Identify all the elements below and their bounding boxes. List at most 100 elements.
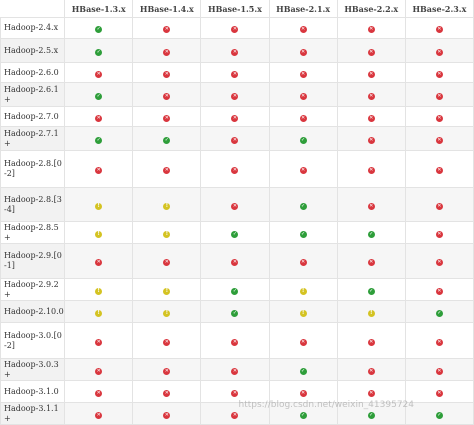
x-circle-icon: ✕ xyxy=(95,367,103,375)
status-cell: ✕ xyxy=(336,126,406,151)
x-circle-icon: ✕ xyxy=(367,259,375,266)
status-cell: ✕ xyxy=(404,62,474,83)
x-circle-icon: ✕ xyxy=(163,338,171,346)
status-cell: ✕ xyxy=(200,358,270,381)
x-circle-icon: ✕ xyxy=(231,389,239,397)
x-circle-icon: ✕ xyxy=(163,259,171,266)
status-cell: ✕ xyxy=(64,402,134,425)
table-row: Hadoop-2.8.[0-2] ✕ ✕ ✕ ✕ ✕ ✕ xyxy=(0,150,474,188)
table-row: Hadoop-2.10.0!! ✓!! ✓ xyxy=(0,300,474,323)
status-cell: ✕ xyxy=(64,358,134,381)
status-cell: ✕ xyxy=(404,278,474,301)
status-cell: ✕ xyxy=(132,322,202,359)
status-cell: ✓ xyxy=(268,126,338,151)
status-cell: ✕ xyxy=(404,243,474,279)
status-cell: ✕ xyxy=(200,322,270,359)
x-circle-icon: ✕ xyxy=(367,367,375,375)
status-cell: ✕ xyxy=(200,38,270,63)
x-circle-icon: ✕ xyxy=(435,48,443,56)
status-cell: ✕ xyxy=(336,322,406,359)
table-row: Hadoop-2.9.[0-1] ✕ ✕ ✕ ✕ ✕ ✕ xyxy=(0,243,474,279)
status-cell: ✕ xyxy=(200,187,270,222)
status-cell: ✕ xyxy=(64,322,134,359)
check-circle-icon: ✓ xyxy=(95,92,103,100)
x-circle-icon: ✕ xyxy=(231,48,239,56)
status-cell: ✕ xyxy=(200,243,270,279)
table-row: Hadoop-2.6.1+ ✓ ✕ ✕ ✕ ✕ ✕ xyxy=(0,82,474,107)
check-circle-icon: ✓ xyxy=(231,309,239,317)
x-circle-icon: ✕ xyxy=(231,167,239,174)
row-label: Hadoop-2.7.0 xyxy=(0,106,66,127)
check-circle-icon: ✓ xyxy=(299,202,307,210)
x-circle-icon: ✕ xyxy=(367,48,375,56)
row-label: Hadoop-2.8.[3-4] xyxy=(0,187,66,222)
status-cell: ! xyxy=(132,221,202,244)
exclamation-circle-icon: ! xyxy=(299,309,307,317)
x-circle-icon: ✕ xyxy=(299,26,307,33)
x-circle-icon: ✕ xyxy=(435,259,443,266)
x-circle-icon: ✕ xyxy=(299,48,307,56)
table-row: Hadoop-2.7.0 ✕ ✕ ✕ ✕ ✕ ✕ xyxy=(0,106,474,127)
x-circle-icon: ✕ xyxy=(299,167,307,174)
x-circle-icon: ✕ xyxy=(163,167,171,174)
table-row: Hadoop-2.8.5+!! ✓ ✓ ✓ ✕ xyxy=(0,221,474,244)
x-circle-icon: ✕ xyxy=(231,259,239,266)
status-cell: ✕ xyxy=(268,62,338,83)
status-cell: ✓ xyxy=(200,300,270,323)
table-row: Hadoop-3.1.0 ✕ ✕ ✕ ✕ ✕ ✕ xyxy=(0,380,474,403)
status-cell: ✕ xyxy=(404,358,474,381)
status-cell: ✕ xyxy=(132,380,202,403)
status-cell: ✓ xyxy=(336,221,406,244)
status-cell: ✕ xyxy=(200,150,270,188)
x-circle-icon: ✕ xyxy=(435,167,443,174)
status-cell: ✕ xyxy=(132,62,202,83)
x-circle-icon: ✕ xyxy=(367,136,375,144)
status-cell: ! xyxy=(64,221,134,244)
status-cell: ✕ xyxy=(132,243,202,279)
status-cell: ✕ xyxy=(64,106,134,127)
row-label: Hadoop-3.0.[0-2] xyxy=(0,322,66,359)
status-cell: ! xyxy=(132,300,202,323)
status-cell: ✕ xyxy=(200,106,270,127)
x-circle-icon: ✕ xyxy=(367,202,375,210)
status-cell: ✕ xyxy=(404,106,474,127)
status-cell: ✕ xyxy=(132,106,202,127)
x-circle-icon: ✕ xyxy=(367,167,375,174)
exclamation-circle-icon: ! xyxy=(95,287,103,295)
exclamation-circle-icon: ! xyxy=(299,287,307,295)
x-circle-icon: ✕ xyxy=(95,114,103,122)
x-circle-icon: ✕ xyxy=(95,259,103,266)
x-circle-icon: ✕ xyxy=(95,70,103,78)
x-circle-icon: ✕ xyxy=(435,338,443,346)
x-circle-icon: ✕ xyxy=(231,26,239,33)
check-circle-icon: ✓ xyxy=(367,287,375,295)
x-circle-icon: ✕ xyxy=(95,167,103,174)
exclamation-circle-icon: ! xyxy=(163,202,171,210)
status-cell: ✕ xyxy=(200,82,270,107)
x-circle-icon: ✕ xyxy=(299,338,307,346)
x-circle-icon: ✕ xyxy=(163,48,171,56)
status-cell: ✕ xyxy=(200,62,270,83)
check-circle-icon: ✓ xyxy=(95,136,103,144)
status-cell: ✕ xyxy=(336,82,406,107)
x-circle-icon: ✕ xyxy=(299,259,307,266)
x-circle-icon: ✕ xyxy=(435,70,443,78)
x-circle-icon: ✕ xyxy=(367,114,375,122)
status-cell: ✓ xyxy=(64,38,134,63)
status-cell: ✕ xyxy=(268,243,338,279)
x-circle-icon: ✕ xyxy=(299,70,307,78)
status-cell: ✕ xyxy=(336,187,406,222)
status-cell: ✕ xyxy=(132,38,202,63)
status-cell: ✕ xyxy=(64,150,134,188)
column-header: HBase-1.4.x xyxy=(132,0,202,18)
status-cell: ! xyxy=(132,187,202,222)
column-header: HBase-1.3.x xyxy=(64,0,134,18)
status-cell: ✓ xyxy=(268,358,338,381)
status-cell: ✕ xyxy=(132,17,202,39)
row-label: Hadoop-2.6.0 xyxy=(0,62,66,83)
status-cell: ✕ xyxy=(336,38,406,63)
x-circle-icon: ✕ xyxy=(163,92,171,100)
status-cell: ✕ xyxy=(132,402,202,425)
status-cell: ! xyxy=(64,187,134,222)
status-cell: ✕ xyxy=(268,17,338,39)
